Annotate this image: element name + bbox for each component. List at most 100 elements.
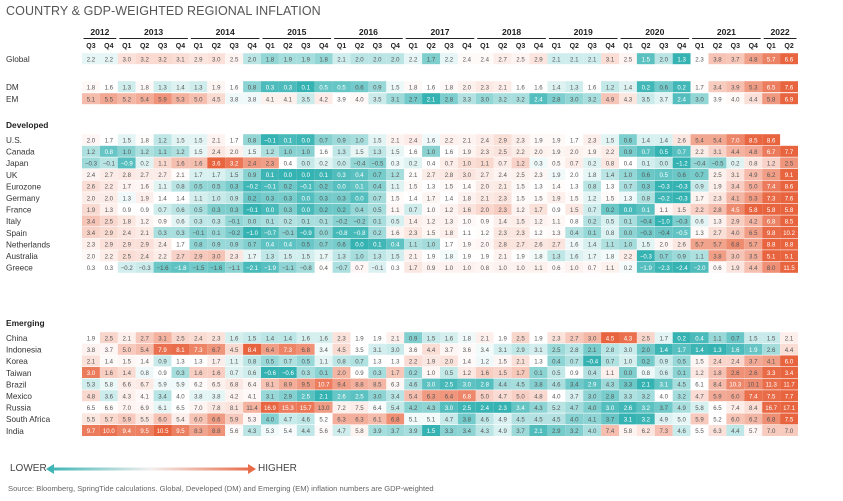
cell-value: 15.7 [300,405,312,412]
cell-value: 3.2 [516,96,525,103]
heat-cell [744,81,763,93]
cell-value: −0.1 [300,184,313,191]
heat-cell [601,180,619,192]
cell-value: 0.8 [248,84,257,91]
cell-value: 1.5 [355,149,364,156]
cell-value: 0.4 [552,359,561,366]
heat-cell [708,93,727,105]
cell-value: −0.8 [300,265,313,272]
cell-value: 9.1 [785,172,794,179]
heat-cell [82,134,100,146]
cell-value: 0.9 [695,184,704,191]
heat-cell [601,53,619,65]
cell-value: 4.0 [266,417,275,424]
cell-value: 0.0 [302,161,311,168]
year-label: 2012 [90,27,109,37]
heat-cell [189,192,208,204]
heat-cell [332,169,351,180]
cell-value: 6.0 [785,359,794,366]
cell-value: 5.1 [427,417,436,424]
heat-cell [493,93,512,105]
cell-value: 1.1 [534,265,543,272]
heat-cell [654,157,673,169]
cell-value: 7.0 [123,405,132,412]
cell-value: 0.5 [660,149,669,156]
heat-cell [117,215,136,227]
heat-cell [350,367,369,378]
cell-value: 3.0 [463,382,472,389]
heat-cell [690,215,709,227]
cell-value: 3.9 [409,428,418,435]
quarter-label: Q2 [784,43,793,50]
heat-cell [278,81,297,93]
heat-cell [619,203,637,215]
cell-value: 3.8 [463,417,472,424]
heat-cell [529,401,548,413]
quarter-label: Q3 [659,43,668,50]
cell-value: 8.0 [767,265,776,272]
cell-value: 1.9 [284,56,293,63]
heat-cell [762,261,781,273]
heat-cell [762,425,781,436]
cell-value: 2.0 [87,253,96,260]
cell-value: 7.5 [767,393,776,400]
heat-cell [171,227,190,238]
cell-value: 8.8 [767,242,776,249]
heat-cell [636,250,655,262]
heat-cell [654,134,673,146]
heat-cell [493,343,512,355]
cell-value: 8.6 [767,137,776,144]
heat-cell [565,390,584,402]
heat-cell [332,145,351,157]
heat-cell [207,180,226,192]
quarter-label: Q2 [570,43,579,50]
cell-value: −0.1 [264,184,277,191]
heat-cell [135,53,154,65]
cell-value: 6.9 [140,405,149,412]
heat-cell [708,227,727,238]
heat-cell [207,192,226,204]
heat-cell [82,203,100,215]
heat-cell [135,332,154,344]
cell-value: 4.3 [624,96,633,103]
cell-value: 1.1 [409,242,418,249]
cell-value: 0.9 [230,195,239,202]
heat-cell [511,180,530,192]
cell-value: 5.0 [194,96,203,103]
heat-cell [135,343,154,355]
heat-cell [780,332,798,344]
heat-cell [261,378,279,390]
cell-value: 0.5 [660,172,669,179]
quarter-label: Q3 [86,43,95,50]
row-label: Russia [6,404,31,413]
cell-value: 1.5 [373,137,382,144]
cell-value: 1.2 [140,219,149,226]
cell-value: 6.8 [731,242,740,249]
heat-cell [135,145,154,157]
heat-cell [475,261,494,273]
cell-value: 0.3 [642,184,651,191]
heat-cell [350,425,369,436]
heat-cell [529,227,548,238]
heat-cell [565,180,584,192]
heat-cell [475,378,494,390]
cell-value: 4.0 [588,428,597,435]
cell-value: 1.5 [391,149,400,156]
cell-value: −0.5 [676,230,689,237]
cell-value: 2.9 [105,230,114,237]
cell-value: 2.1 [123,335,132,342]
heat-cell [117,355,136,367]
heat-cell [708,134,727,146]
cell-value: 2.3 [498,195,507,202]
cell-value: −0.2 [336,219,349,226]
heat-cell [636,390,655,402]
cell-value: 1.3 [373,149,382,156]
cell-value: −1.1 [228,265,241,272]
heat-cell [261,180,279,192]
heat-cell [493,401,512,413]
cell-value: 1.8 [409,84,418,91]
heat-cell [547,157,566,169]
heat-cell [672,378,691,390]
heat-cell [225,413,244,425]
